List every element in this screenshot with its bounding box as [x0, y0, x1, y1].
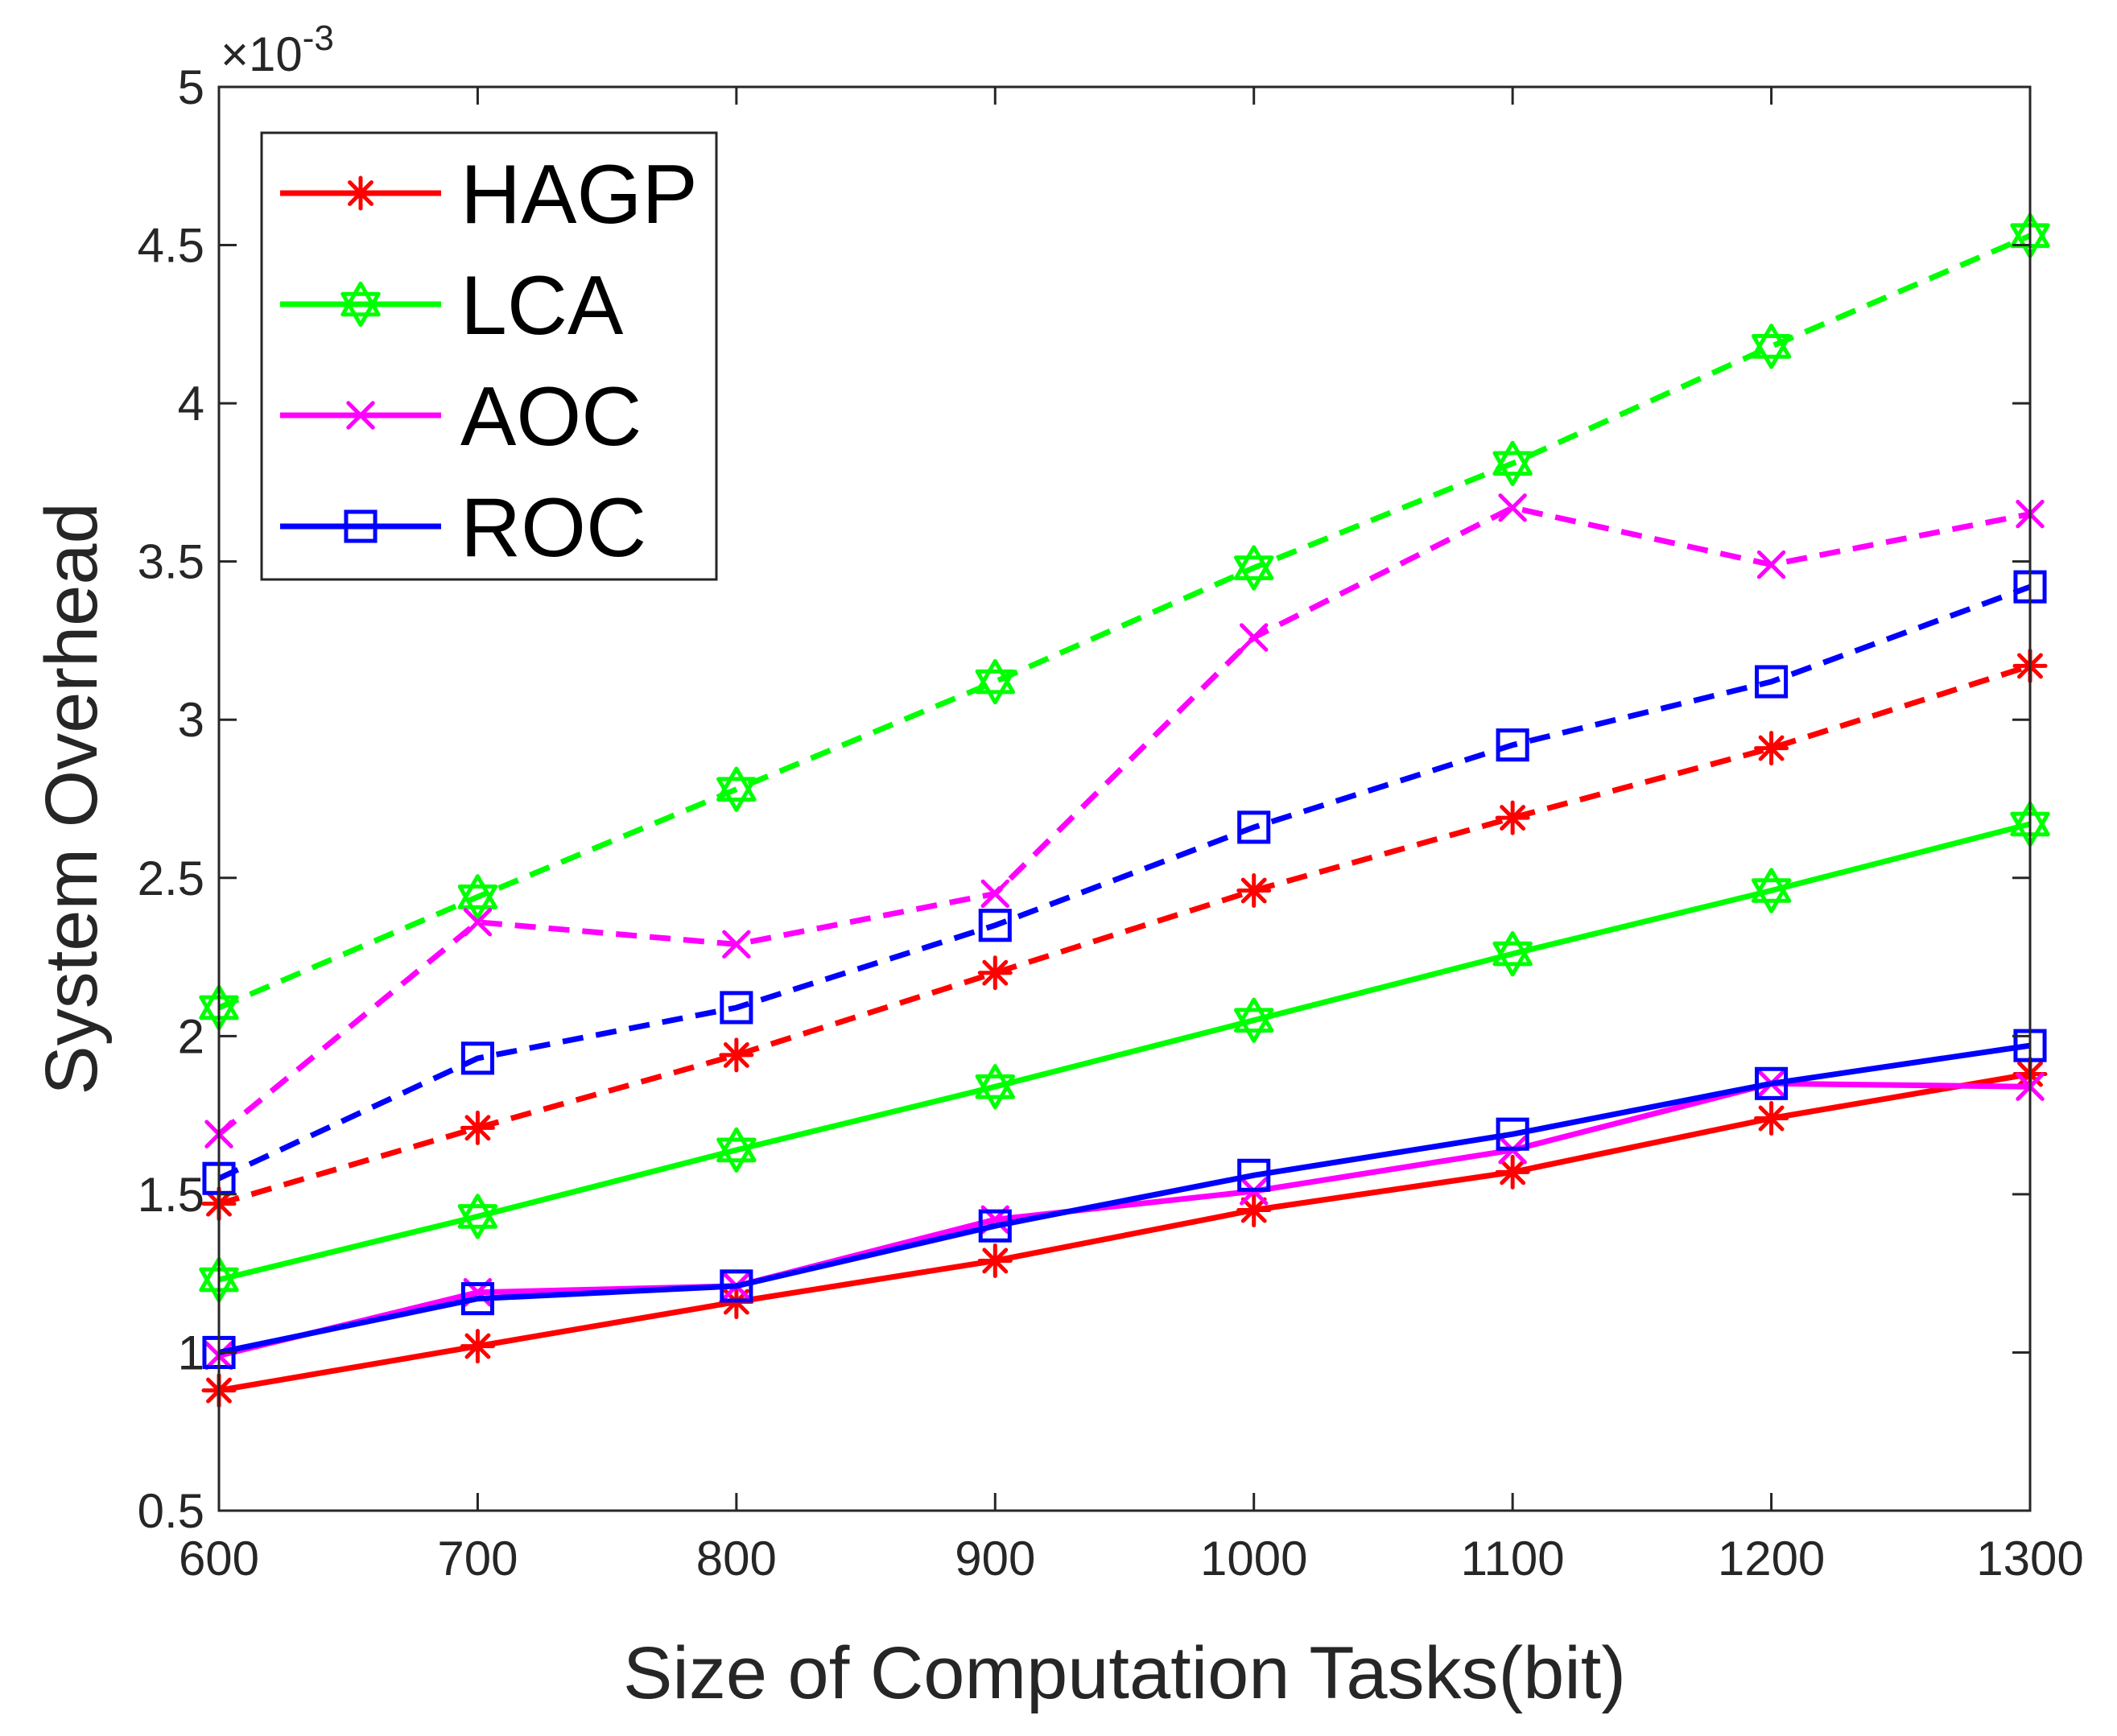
data-point-lca-solid-1000 [1234, 997, 1274, 1043]
data-point-roc-dashed-1000 [1237, 810, 1271, 844]
x-tick-label: 900 [955, 1532, 1035, 1585]
series-lca-dashed [199, 212, 2050, 1031]
legend-label: LCA [460, 259, 624, 353]
data-point-hagp-dashed-800 [719, 1037, 754, 1073]
data-point-lca-dashed-1000 [1234, 545, 1274, 591]
data-point-lca-dashed-1100 [1492, 440, 1533, 486]
legend-box [260, 131, 718, 581]
data-point-hagp-solid-900 [977, 1243, 1013, 1278]
data-point-aoc-dashed-1200 [1756, 550, 1786, 579]
data-point-hagp-solid-700 [460, 1329, 495, 1364]
y-tick-label: 4.5 [138, 219, 204, 273]
y-tick-label: 5 [178, 60, 204, 114]
y-tick-label: 3 [178, 693, 204, 747]
data-point-aoc-dashed-800 [722, 930, 751, 959]
legend-marker-lca [340, 281, 381, 328]
data-point-hagp-dashed-900 [977, 955, 1013, 991]
data-point-roc-dashed-900 [978, 909, 1012, 942]
x-axis-title: Size of Computation Tasks(bit) [623, 1632, 1626, 1714]
data-point-roc-solid-800 [720, 1269, 753, 1303]
data-point-lca-solid-1200 [1751, 868, 1792, 913]
series-line-aoc-dashed [217, 505, 2031, 1136]
data-point-lca-solid-900 [975, 1064, 1015, 1110]
y-tick-label: 1.5 [138, 1168, 204, 1222]
legend-marker-hagp [343, 175, 378, 211]
data-point-aoc-dashed-700 [463, 908, 493, 937]
series-layer [199, 212, 2050, 1408]
series-line-lca-dashed [217, 233, 2032, 1011]
series-line-hagp-solid [218, 1071, 2031, 1394]
data-point-lca-solid-700 [457, 1194, 498, 1239]
data-point-hagp-solid-1100 [1495, 1154, 1530, 1190]
data-point-lca-solid-800 [716, 1127, 757, 1173]
series-line-hagp-dashed [218, 663, 2032, 1207]
y-exponent-power: -3 [303, 19, 334, 58]
y-tick-label: 2.5 [138, 852, 204, 905]
plot-frame [217, 85, 2032, 1512]
data-point-lca-dashed-900 [975, 658, 1015, 705]
data-point-hagp-solid-1000 [1236, 1193, 1272, 1228]
legend-item-roc: ROC [280, 481, 646, 575]
y-tick-label: 1 [178, 1326, 204, 1379]
x-tick-label: 1100 [1461, 1532, 1565, 1585]
y-tick-label: 3.5 [138, 535, 204, 589]
data-point-aoc-dashed-1000 [1240, 623, 1269, 652]
series-lca-solid [199, 801, 2050, 1303]
series-hagp-dashed [201, 648, 2048, 1222]
data-point-roc-dashed-1100 [1496, 728, 1529, 762]
series-roc-solid [202, 1029, 2047, 1369]
y-exponent-label: ×10-3 [221, 19, 334, 81]
axis-ticks: 600 700 800 900 1000 1100 1200 1300 0.5 1 1.5 2 2.5 3… [138, 60, 2084, 1585]
x-tick-label: 700 [437, 1532, 518, 1585]
legend-label: ROC [460, 481, 646, 575]
data-point-hagp-dashed-1100 [1495, 800, 1530, 835]
legend-label: AOC [460, 370, 642, 464]
x-tick-label: 600 [179, 1532, 259, 1585]
data-point-aoc-dashed-1100 [1498, 493, 1527, 522]
data-point-lca-solid-1100 [1492, 931, 1533, 977]
legend-item-hagp: HAGP [280, 148, 698, 241]
legend-marker-roc [344, 509, 378, 543]
legend: HAGP LCA AOC ROC [260, 131, 718, 581]
data-point-roc-dashed-1200 [1755, 665, 1789, 699]
y-axis-title: System Overhead [31, 502, 113, 1095]
series-line-roc-solid [218, 1042, 2031, 1355]
data-point-roc-solid-1000 [1237, 1158, 1271, 1192]
data-point-hagp-dashed-1200 [1754, 731, 1789, 766]
data-point-roc-solid-1100 [1496, 1117, 1529, 1151]
series-line-roc-dashed [217, 583, 2032, 1181]
y-tick-label: 2 [178, 1009, 204, 1063]
data-point-hagp-dashed-1000 [1236, 873, 1272, 909]
data-point-hagp-dashed-700 [460, 1110, 495, 1145]
x-tick-label: 1200 [1718, 1532, 1825, 1585]
series-line-lca-solid [218, 821, 2031, 1283]
data-point-lca-dashed-1200 [1751, 324, 1792, 369]
data-point-hagp-solid-1200 [1754, 1101, 1789, 1136]
data-point-aoc-dashed-900 [980, 879, 1009, 909]
x-tick-label: 1300 [1976, 1532, 2083, 1585]
legend-item-aoc: AOC [280, 370, 642, 464]
data-point-roc-solid-900 [978, 1209, 1012, 1243]
y-tick-label: 4 [178, 377, 204, 431]
x-tick-label: 1000 [1200, 1532, 1307, 1585]
y-tick-label: 0.5 [138, 1484, 204, 1538]
data-point-roc-dashed-800 [720, 991, 753, 1025]
data-point-roc-dashed-700 [460, 1041, 494, 1075]
data-point-roc-solid-700 [460, 1282, 494, 1316]
legend-item-lca: LCA [280, 259, 624, 353]
y-exponent-base: ×10 [221, 27, 303, 81]
data-point-lca-dashed-700 [457, 874, 498, 920]
legend-marker-aoc [346, 401, 375, 430]
data-point-lca-dashed-800 [716, 766, 757, 812]
x-tick-label: 800 [696, 1532, 777, 1585]
legend-label: HAGP [460, 148, 698, 241]
data-point-roc-solid-1200 [1755, 1066, 1789, 1100]
